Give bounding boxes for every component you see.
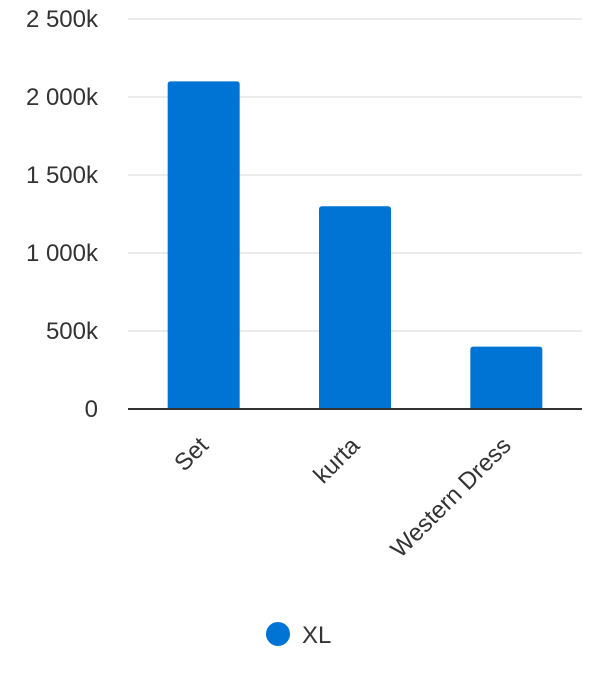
x-category-label: Western Dress [386,432,517,563]
bar-set[interactable] [167,81,240,410]
x-category-label: kurta [308,432,365,489]
bar-kurta[interactable] [319,206,391,409]
legend[interactable]: XL [266,622,331,649]
y-tick-label: 2 000k [26,84,99,111]
bars [167,81,543,410]
legend-swatch-xl [266,622,290,646]
x-category-label: Set [169,432,214,477]
y-tick-label: 500k [46,318,99,345]
x-axis-category-labels: Set kurta Western Dress [169,432,516,563]
y-tick-label: 0 [85,396,98,423]
y-tick-label: 1 000k [26,240,99,267]
legend-label-xl: XL [302,622,331,649]
y-tick-label: 2 500k [26,6,99,33]
y-axis-tick-labels: 0 500k 1 000k 1 500k 2 000k 2 500k [26,6,99,423]
bar-western-dress[interactable] [470,346,543,409]
y-tick-label: 1 500k [26,162,99,189]
